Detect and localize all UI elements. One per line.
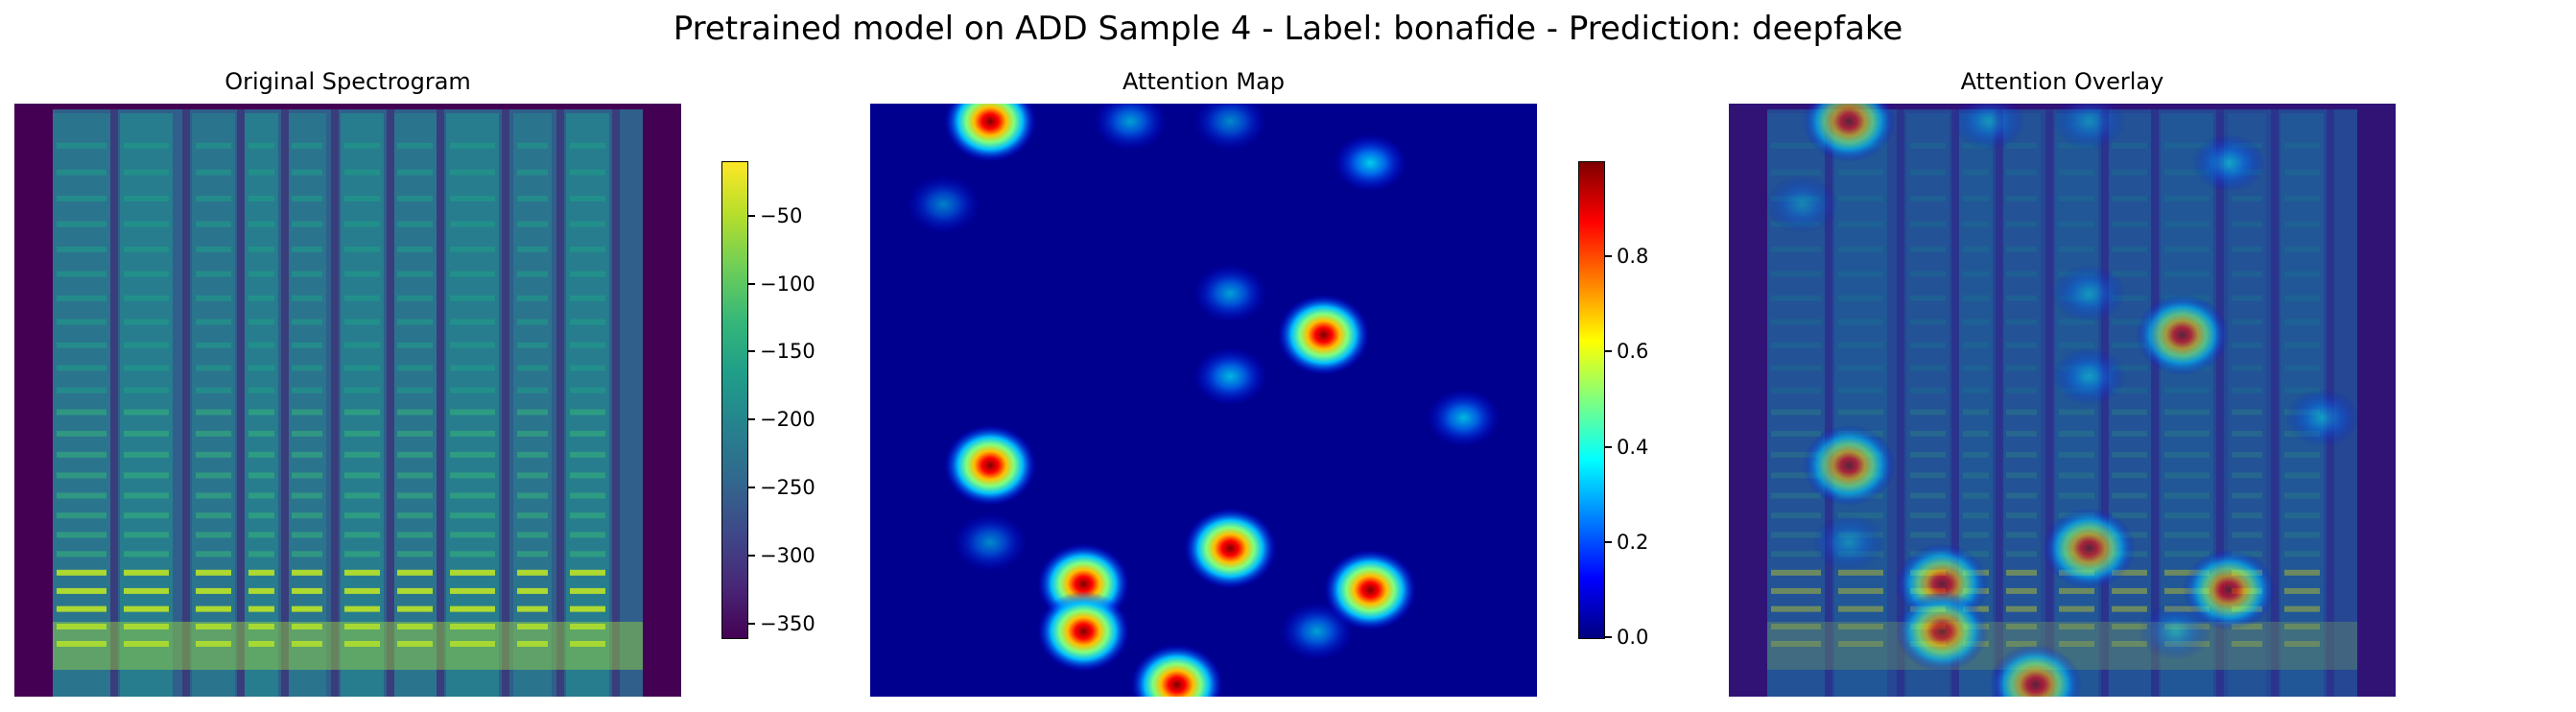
attention-overlay-image	[1729, 104, 2396, 697]
attention-colorbar-tick-mark	[1605, 350, 1612, 353]
attention-hotspot	[1989, 644, 2082, 697]
attention-hotspot	[1812, 513, 1886, 572]
spectrogram-colorbar	[721, 161, 748, 639]
spectrogram-colorbar-tick-mark	[748, 282, 755, 285]
attention-colorbar-tick-label: 0.8	[1617, 245, 1649, 269]
attention-colorbar-tick-mark	[1605, 540, 1612, 543]
attention-colorbar-tick-mark	[1605, 255, 1612, 258]
attention-hotspot	[1334, 133, 1407, 192]
attention-colorbar-tick-label: 0.0	[1617, 626, 1649, 649]
spectrogram-colorbar-tick-mark	[748, 622, 755, 625]
attention-map-title: Attention Map	[1122, 68, 1286, 95]
attention-hotspot	[1193, 104, 1267, 151]
spectrogram-colorbar-tick-label: −50	[760, 203, 803, 227]
attention-hotspot	[1184, 508, 1277, 589]
attention-hotspot	[2052, 264, 2126, 322]
spectrogram-colorbar-tick-label: −250	[760, 476, 815, 500]
attention-colorbar-tick-label: 0.2	[1617, 530, 1649, 554]
attention-hotspot	[1803, 424, 1896, 506]
attention-hotspot	[1952, 104, 2026, 151]
attention-hotspot	[944, 104, 1037, 162]
spectrogram-image	[14, 104, 681, 697]
attention-hotspot	[1037, 591, 1130, 673]
figure-suptitle: Pretrained model on ADD Sample 4 - Label…	[673, 10, 1903, 48]
attention-hotspot	[2052, 347, 2126, 406]
spectrogram-colorbar-tick-label: −350	[760, 611, 815, 635]
attention-hotspot	[944, 424, 1037, 506]
attention-hotspot	[1277, 295, 1370, 376]
overlay-title: Attention Overlay	[1960, 68, 2164, 95]
attention-hotspot	[1130, 644, 1223, 697]
attention-hotspot	[1193, 347, 1267, 406]
attention-hotspot	[1324, 549, 1417, 630]
attention-colorbar-tick-mark	[1605, 636, 1612, 638]
spectrogram-colorbar-tick-label: −200	[760, 408, 815, 432]
attention-hotspot	[1896, 591, 1989, 673]
attention-hotspot	[2183, 549, 2276, 630]
attention-hotspot	[1803, 104, 1896, 162]
attention-colorbar	[1578, 161, 1605, 639]
attention-hotspot	[1427, 389, 1501, 447]
spectrogram-colorbar-tick-mark	[748, 487, 755, 489]
attention-hotspot	[907, 176, 981, 234]
attention-hotspot	[2139, 603, 2212, 661]
attention-hotspot	[2052, 104, 2126, 151]
spectrogram-colorbar-tick-mark	[748, 350, 755, 353]
attention-hotspot	[2285, 389, 2359, 447]
spectrogram-colorbar-tick-label: −150	[760, 340, 815, 364]
attention-hotspot	[1280, 603, 1354, 661]
spectrogram-colorbar-tick-mark	[748, 554, 755, 557]
attention-hotspot	[2043, 508, 2136, 589]
attention-hotspot	[1193, 264, 1267, 322]
attention-hotspot	[1094, 104, 1168, 151]
spectrogram-colorbar-tick-label: −100	[760, 272, 815, 296]
attention-hotspot	[2192, 133, 2266, 192]
attention-colorbar-tick-label: 0.4	[1617, 435, 1649, 459]
attention-colorbar-tick-mark	[1605, 445, 1612, 448]
spectrogram-title: Original Spectrogram	[225, 68, 471, 95]
attention-colorbar-tick-label: 0.6	[1617, 340, 1649, 364]
attention-map-image	[870, 104, 1537, 697]
spectrogram-colorbar-tick-mark	[748, 418, 755, 421]
attention-hotspot	[1765, 176, 1839, 234]
attention-hotspot	[2136, 295, 2229, 376]
spectrogram-colorbar-tick-mark	[748, 214, 755, 217]
spectrogram-colorbar-tick-label: −300	[760, 543, 815, 567]
attention-hotspot	[954, 513, 1028, 572]
